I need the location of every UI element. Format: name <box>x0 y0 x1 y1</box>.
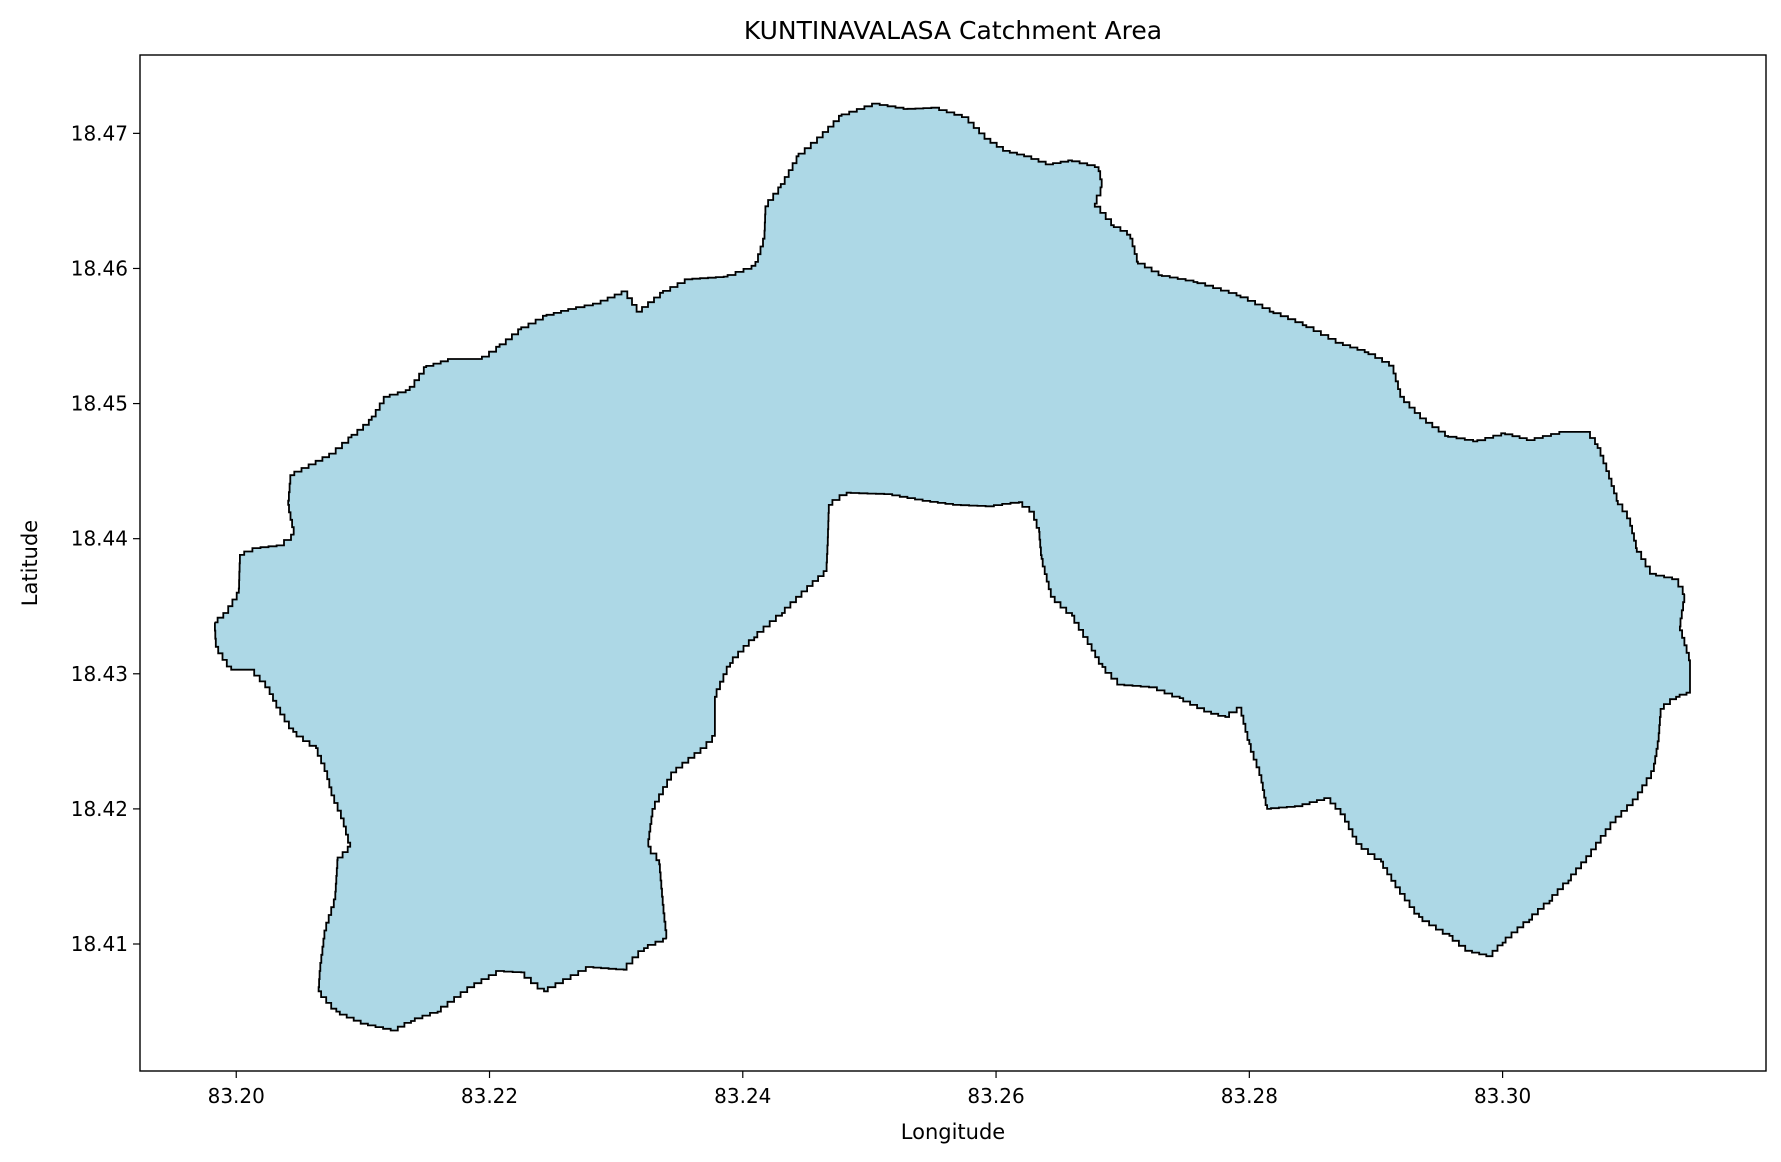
x-tick-label: 83.22 <box>461 1084 518 1108</box>
y-tick-label: 18.45 <box>71 392 128 416</box>
y-tick-label: 18.47 <box>71 121 128 145</box>
y-axis: 18.41 18.42 18.43 18.44 18.45 18.46 18.47 <box>71 121 140 956</box>
x-tick-label: 83.28 <box>1221 1084 1278 1108</box>
chart-title: KUNTINAVALASA Catchment Area <box>744 16 1162 45</box>
x-tick-label: 83.30 <box>1474 1084 1531 1108</box>
x-tick-label: 83.24 <box>714 1084 771 1108</box>
y-tick-label: 18.46 <box>71 256 128 280</box>
catchment-polygon <box>214 102 1691 1032</box>
y-tick-label: 18.41 <box>71 932 128 956</box>
x-axis-label: Longitude <box>901 1120 1005 1144</box>
x-axis: 83.20 83.22 83.24 83.26 83.28 83.30 <box>208 1071 1531 1108</box>
x-tick-label: 83.26 <box>967 1084 1024 1108</box>
plot-frame <box>139 54 1767 1072</box>
y-axis-label: Latitude <box>18 520 42 606</box>
x-tick-label: 83.20 <box>208 1084 265 1108</box>
y-tick-label: 18.44 <box>71 527 128 551</box>
y-tick-label: 18.43 <box>71 662 128 686</box>
y-tick-label: 18.42 <box>71 797 128 821</box>
